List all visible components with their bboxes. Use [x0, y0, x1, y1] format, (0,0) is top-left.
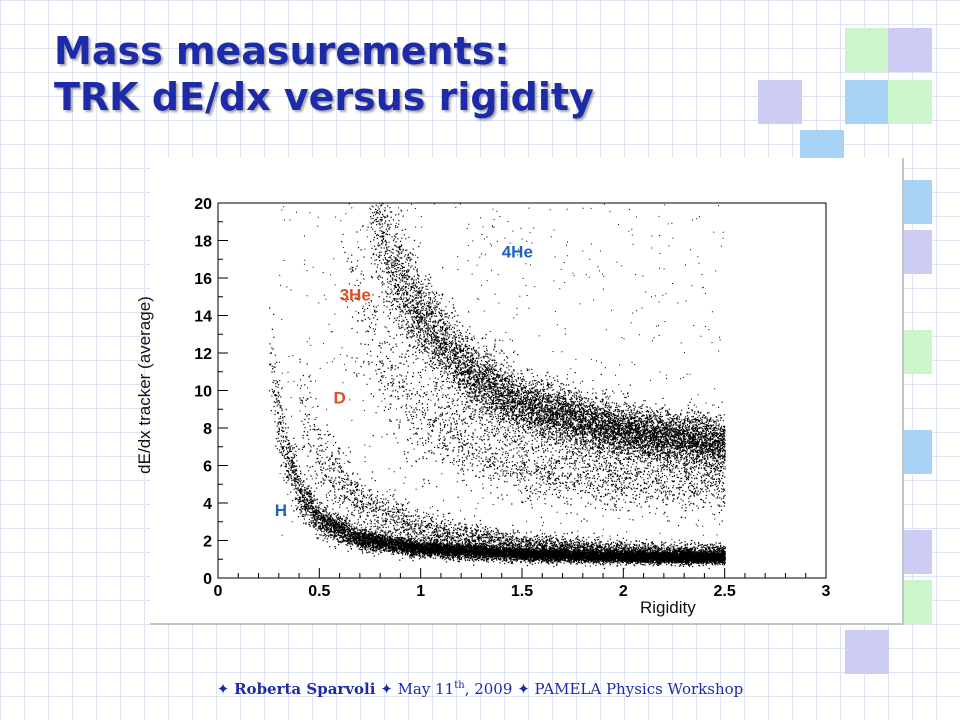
y-tick-label: 16 [194, 271, 212, 288]
x-tick-label: 1 [416, 583, 425, 600]
series-d [299, 358, 726, 570]
footer-date-suffix: , 2009 [464, 680, 513, 698]
title-line-1: Mass measurements: [54, 29, 510, 73]
y-tick-label: 18 [194, 234, 212, 251]
y-tick-label: 20 [194, 196, 212, 213]
series-points-d [299, 358, 726, 570]
x-tick-label: 2.5 [714, 583, 736, 600]
x-tick-label: 1.5 [511, 583, 533, 600]
x-tick-label: 0 [214, 583, 223, 600]
footer-event: PAMELA Physics Workshop [534, 680, 744, 698]
title-line-2: TRK dE/dx versus rigidity [54, 75, 594, 119]
decorative-square [888, 80, 932, 124]
footer-date: May 11th, 2009 [398, 680, 513, 698]
decorative-square [845, 80, 889, 124]
footer: ✦ Roberta Sparvoli ✦ May 11th, 2009 ✦ PA… [0, 680, 960, 698]
annotation-d: D [334, 389, 346, 408]
y-tick-label: 2 [203, 534, 212, 551]
y-tick-label: 12 [194, 346, 212, 363]
x-tick-label: 2 [619, 583, 628, 600]
annotation-h: H [275, 501, 287, 520]
star-icon: ✦ [380, 680, 393, 698]
decorative-square [845, 630, 889, 674]
decorative-square [888, 28, 932, 72]
x-tick-label: 0.5 [308, 583, 330, 600]
footer-date-sup: th [454, 680, 465, 691]
annotation-3he: 3He [340, 286, 371, 305]
y-tick-label: 10 [194, 384, 212, 401]
x-axis-label: Rigidity [640, 598, 696, 617]
series-points-4he [370, 203, 726, 492]
star-icon: ✦ [517, 680, 530, 698]
annotation-4he: 4He [502, 242, 533, 261]
y-tick-label: 0 [203, 571, 212, 588]
y-tick-label: 6 [203, 459, 212, 476]
slide-title: Mass measurements: TRK dE/dx versus rigi… [54, 28, 594, 120]
y-tick-label: 8 [203, 421, 212, 438]
y-axis-label: dE/dx tracker (average) [135, 296, 154, 474]
footer-date-prefix: May 11 [397, 680, 455, 698]
y-tick-label: 14 [194, 309, 212, 326]
decorative-square [845, 28, 889, 72]
star-icon: ✦ [216, 680, 230, 698]
footer-author: Roberta Sparvoli [234, 680, 376, 698]
series-4he [370, 203, 726, 492]
decorative-square [758, 80, 802, 124]
x-tick-label: 3 [822, 583, 831, 600]
y-tick-label: 4 [203, 496, 212, 513]
